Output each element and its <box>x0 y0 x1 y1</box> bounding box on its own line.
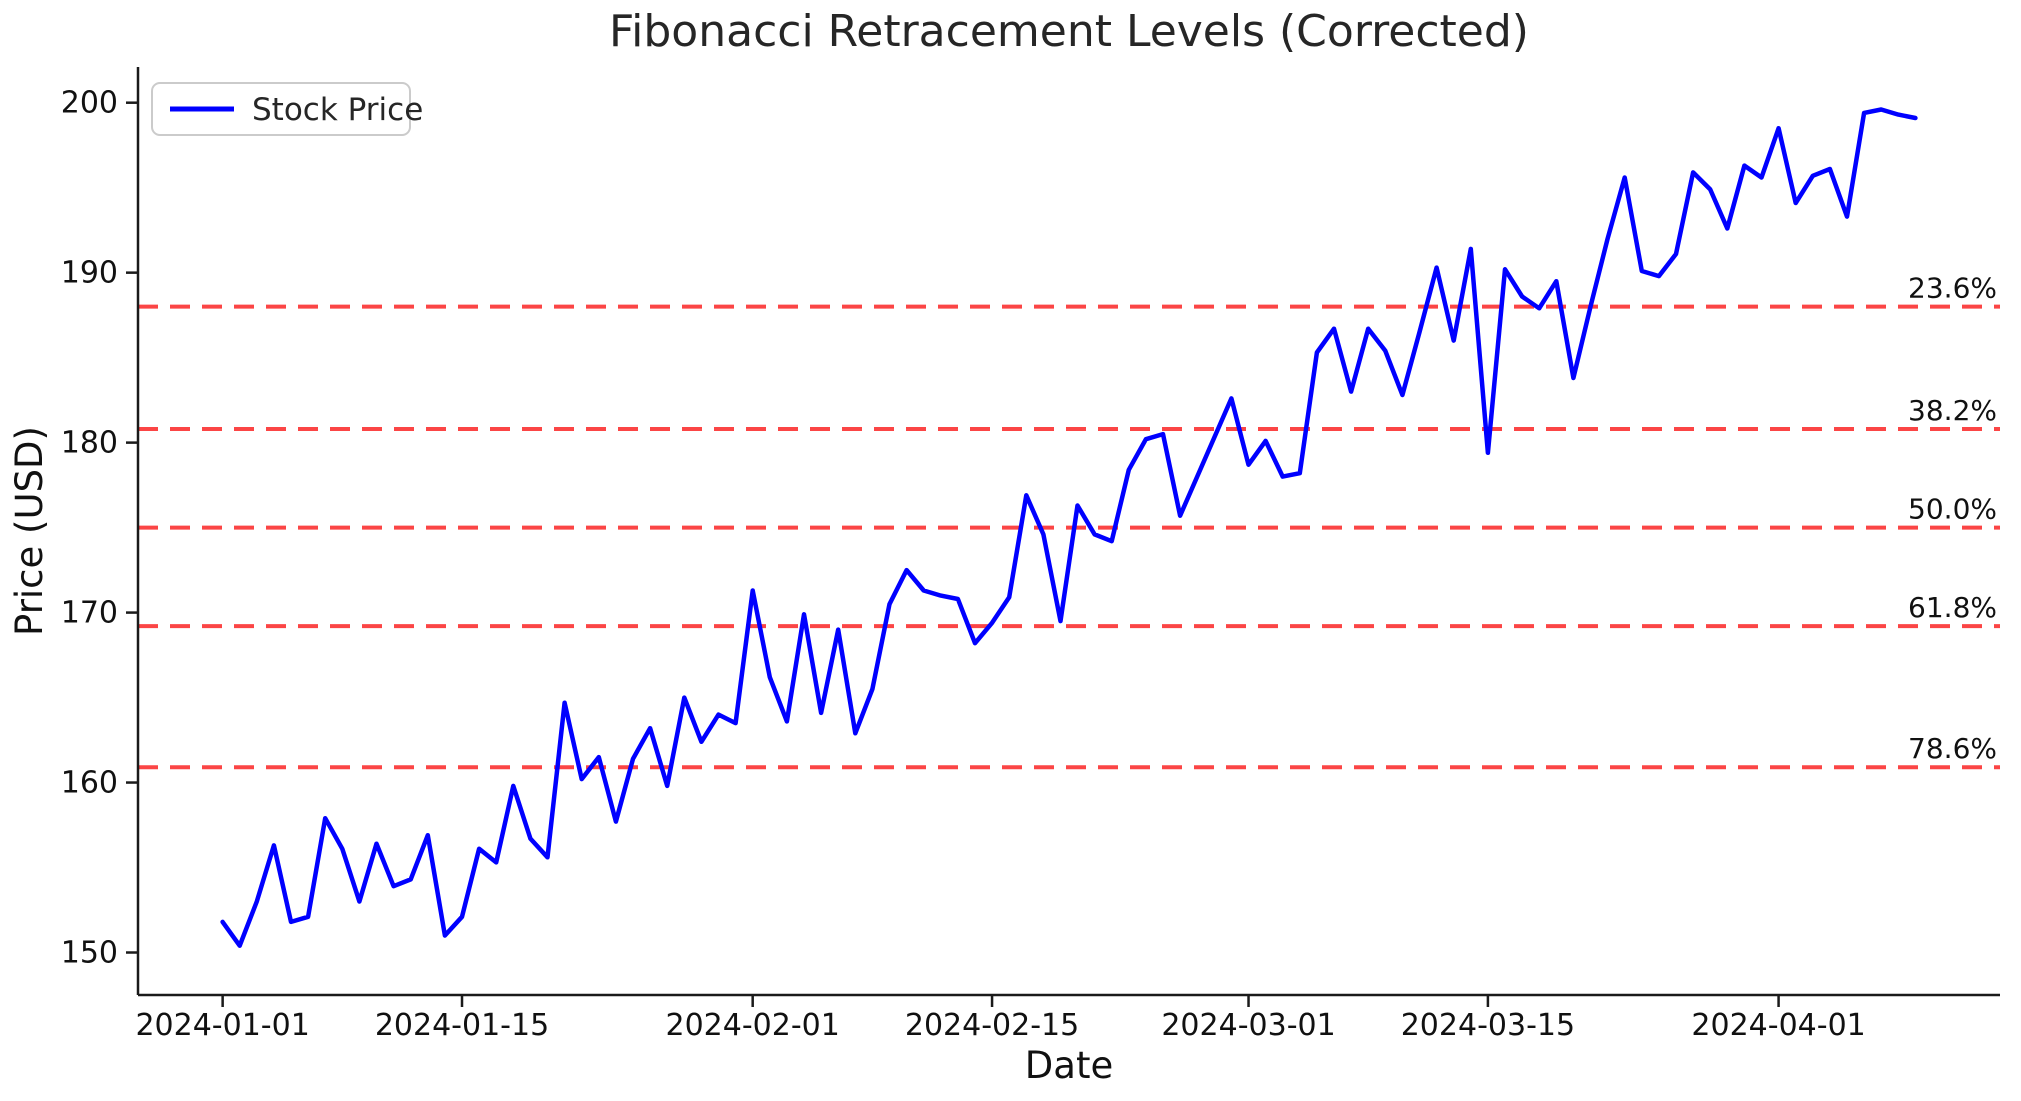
legend-box <box>151 82 411 136</box>
x-tick-label: 2024-02-01 <box>666 1008 840 1043</box>
stock-price-line <box>220 107 1918 948</box>
x-tick-label: 2024-01-01 <box>135 1008 309 1043</box>
x-tick-label: 2024-01-15 <box>375 1008 549 1043</box>
x-tick-label: 2024-02-15 <box>905 1008 1079 1043</box>
fib-level-lines <box>138 304 2000 770</box>
y-tick-label: 170 <box>61 596 118 631</box>
y-tick-label: 180 <box>61 426 118 461</box>
tick-marks <box>126 101 1780 1007</box>
x-tick-label: 2024-03-01 <box>1161 1008 1335 1043</box>
y-tick-label: 190 <box>61 256 118 291</box>
fib-label-23.6%: 23.6% <box>1908 272 1997 305</box>
fib-label-61.8%: 61.8% <box>1908 591 1997 624</box>
fib-label-78.6%: 78.6% <box>1908 732 1997 765</box>
fib-label-50.0%: 50.0% <box>1908 493 1997 526</box>
fib-label-38.2%: 38.2% <box>1908 394 1997 427</box>
y-axis-label: Price (USD) <box>8 426 51 636</box>
fib-level-labels: 23.6% 38.2% 50.0% 61.8% 78.6% <box>1908 272 1997 766</box>
y-tick-label: 200 <box>61 86 118 121</box>
y-tick-label: 160 <box>61 766 118 801</box>
x-tick-label: 2024-03-15 <box>1401 1008 1575 1043</box>
legend: Stock Price <box>151 82 423 136</box>
axes <box>136 67 2000 997</box>
tick-labels: 150 160 170 180 190 200 2024-01-01 2024-01-15 20… <box>61 86 1866 1043</box>
y-tick-label: 150 <box>61 936 118 971</box>
stock-price-line-group <box>220 107 1918 948</box>
x-tick-label: 2024-04-01 <box>1691 1008 1865 1043</box>
x-axis-label: Date <box>1025 1044 1113 1087</box>
legend-label: Stock Price <box>252 92 423 128</box>
chart-title: Fibonacci Retracement Levels (Corrected) <box>609 6 1529 57</box>
